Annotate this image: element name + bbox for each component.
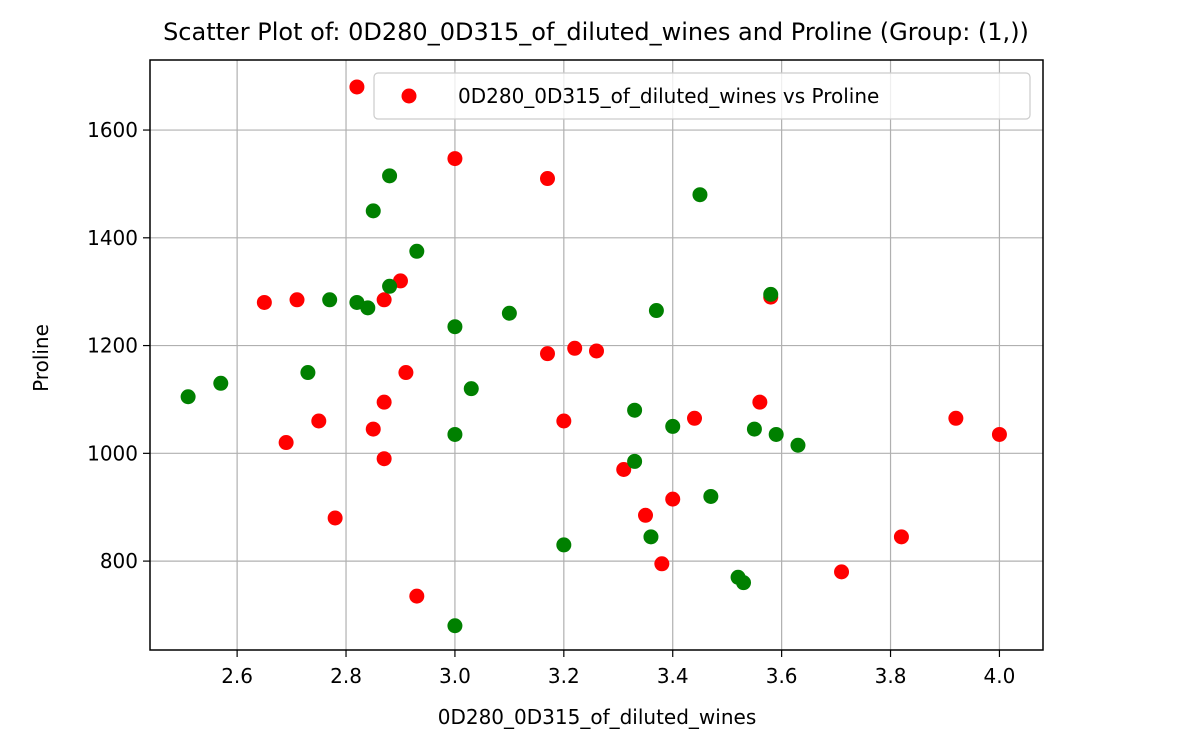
data-point xyxy=(463,381,479,397)
x-tick-label: 3.2 xyxy=(548,664,580,688)
data-point xyxy=(654,556,670,572)
data-point xyxy=(589,343,604,359)
legend-marker xyxy=(401,88,417,104)
data-point xyxy=(616,461,632,477)
data-point xyxy=(790,437,806,453)
data-point xyxy=(365,203,381,219)
data-point xyxy=(447,151,463,167)
data-point xyxy=(991,426,1007,442)
x-axis-label: 0D280_0D315_of_diluted_wines xyxy=(438,705,757,729)
chart-title: Scatter Plot of: 0D280_0D315_of_diluted_… xyxy=(163,18,1029,46)
data-point xyxy=(409,243,425,259)
y-tick-label: 1400 xyxy=(87,226,138,250)
data-point xyxy=(382,168,398,184)
data-point xyxy=(289,292,305,308)
data-point xyxy=(360,300,376,316)
data-point xyxy=(327,510,343,526)
data-points xyxy=(180,79,1007,634)
data-point xyxy=(213,375,229,391)
y-axis-label: Proline xyxy=(29,324,53,392)
data-point xyxy=(648,303,664,319)
data-point xyxy=(893,529,909,545)
data-point xyxy=(376,451,392,467)
data-point xyxy=(665,491,681,507)
data-point xyxy=(768,426,784,442)
data-point xyxy=(763,286,779,302)
data-point xyxy=(556,413,572,429)
legend: 0D280_0D315_of_diluted_wines vs Proline xyxy=(373,72,1031,120)
data-point xyxy=(736,575,752,591)
data-point xyxy=(447,426,463,442)
data-point xyxy=(409,588,425,604)
data-point xyxy=(752,394,768,410)
data-point xyxy=(398,365,414,381)
data-point xyxy=(539,346,555,362)
data-point xyxy=(638,507,654,523)
data-point xyxy=(256,294,272,310)
data-point xyxy=(349,79,365,95)
data-point xyxy=(180,389,196,405)
x-tick-label: 2.6 xyxy=(221,664,253,688)
x-tick-label: 4.0 xyxy=(984,664,1016,688)
data-point xyxy=(365,421,381,437)
data-point xyxy=(665,418,681,434)
data-point xyxy=(447,618,463,634)
x-tick-label: 3.4 xyxy=(657,664,689,688)
data-point xyxy=(746,421,762,437)
data-point xyxy=(447,319,463,335)
data-point xyxy=(703,488,719,504)
data-point xyxy=(834,564,850,580)
data-point xyxy=(627,402,643,418)
x-tick-label: 3.0 xyxy=(439,664,471,688)
data-point xyxy=(556,537,572,553)
legend-box xyxy=(373,72,1031,120)
data-point xyxy=(643,529,659,545)
data-point xyxy=(627,453,643,469)
data-point xyxy=(382,278,398,294)
data-point xyxy=(948,410,964,426)
y-tick-label: 800 xyxy=(100,549,138,573)
y-tick-label: 1600 xyxy=(87,118,138,142)
x-tick-label: 2.8 xyxy=(330,664,362,688)
data-point xyxy=(692,187,708,203)
data-point xyxy=(687,410,703,426)
grid-lines xyxy=(150,60,1043,650)
data-point xyxy=(278,435,294,451)
data-point xyxy=(300,365,316,381)
data-point xyxy=(567,340,583,356)
data-point xyxy=(376,292,392,308)
data-point xyxy=(376,394,392,410)
plot-frame xyxy=(149,59,1044,651)
legend-label: 0D280_0D315_of_diluted_wines vs Proline xyxy=(458,84,879,108)
data-point xyxy=(311,413,327,429)
x-tick-label: 3.6 xyxy=(766,664,798,688)
data-point xyxy=(539,171,555,187)
axis-ticks: 2.6 2.8 3.0 3.2 3.4 3.6 3.8 4.0 800 1000 1200 1400 1… xyxy=(87,118,1015,688)
y-tick-label: 1000 xyxy=(87,441,138,465)
data-point xyxy=(322,292,338,308)
data-point xyxy=(501,305,517,321)
x-tick-label: 3.8 xyxy=(875,664,907,688)
y-tick-label: 1200 xyxy=(87,334,138,358)
